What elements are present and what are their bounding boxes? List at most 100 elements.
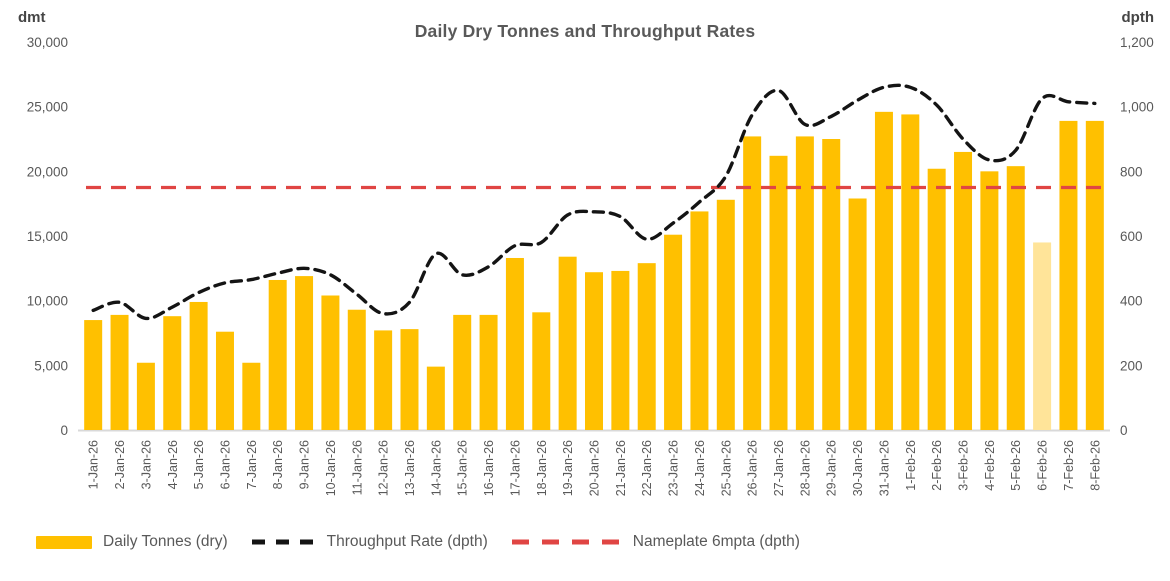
right-axis-tick: 400	[1120, 294, 1143, 309]
right-axis-unit-label: dpth	[1121, 9, 1154, 26]
chart-canvas: 0 5,000 10,000 15,000 20,000 25,000 30,000 0 200…	[27, 35, 1154, 496]
daily-tonnes-bar	[505, 257, 524, 430]
x-axis-label: 16-Jan-26	[482, 440, 496, 496]
daily-tonnes-bar	[532, 312, 551, 430]
x-axis-label: 13-Jan-26	[403, 440, 417, 496]
daily-tonnes-bar	[110, 314, 129, 430]
daily-tonnes-bar	[426, 366, 445, 430]
x-axis-label: 18-Jan-26	[535, 440, 549, 496]
daily-tonnes-bar	[795, 136, 814, 430]
x-axis-label: 30-Jan-26	[851, 440, 865, 496]
x-axis-label: 22-Jan-26	[640, 440, 654, 496]
daily-tonnes-bar	[874, 111, 893, 430]
daily-tonnes-bar	[664, 234, 683, 430]
x-axis-label: 24-Jan-26	[693, 440, 707, 496]
daily-tonnes-bar	[954, 151, 973, 430]
daily-tonnes-bar	[242, 362, 261, 430]
daily-tonnes-bar	[1085, 120, 1104, 430]
x-axis-label: 1-Feb-26	[904, 440, 918, 491]
daily-tonnes-bar	[268, 279, 287, 430]
daily-tonnes-bar	[374, 330, 393, 430]
daily-tonnes-bar	[1033, 242, 1052, 430]
right-axis-tick: 1,200	[1120, 35, 1154, 50]
daily-tonnes-bar	[163, 316, 182, 430]
x-axis-label: 2-Jan-26	[113, 440, 127, 489]
left-axis-tick: 20,000	[27, 164, 68, 179]
x-axis-label: 27-Jan-26	[772, 440, 786, 496]
left-axis-tick: 5,000	[34, 358, 68, 373]
x-axis-label: 15-Jan-26	[456, 440, 470, 496]
left-axis-tick: 15,000	[27, 229, 68, 244]
dashed-line-swatch-icon	[251, 539, 314, 545]
x-axis-label: 11-Jan-26	[350, 440, 364, 495]
right-axis-tick: 0	[1120, 423, 1128, 438]
daily-tonnes-bar	[479, 314, 498, 430]
x-axis-label: 6-Jan-26	[218, 440, 232, 489]
x-axis-label: 14-Jan-26	[429, 440, 443, 496]
legend-item-daily-tonnes: Daily Tonnes (dry)	[36, 533, 228, 551]
x-axis-label: 23-Jan-26	[667, 440, 681, 496]
red-dashed-line-swatch-icon	[511, 539, 620, 545]
daily-tonnes-bar	[558, 256, 577, 430]
daily-tonnes-bar	[611, 270, 630, 430]
chart-title: Daily Dry Tonnes and Throughput Rates	[414, 21, 756, 41]
bar-swatch-icon	[36, 535, 92, 549]
throughput-rate-line	[91, 83, 1097, 321]
right-axis-tick: 200	[1120, 358, 1143, 373]
daily-tonnes-bar	[716, 199, 735, 430]
daily-tonnes-bar	[295, 276, 314, 430]
x-axis-label: 26-Jan-26	[746, 440, 760, 496]
x-axis-label: 4-Jan-26	[166, 440, 180, 489]
daily-tonnes-bar	[1006, 166, 1025, 430]
right-axis-tick: 1,000	[1120, 100, 1154, 115]
left-axis-tick: 10,000	[27, 294, 68, 309]
x-axis-label: 8-Jan-26	[271, 440, 285, 489]
daily-tonnes-bar	[980, 171, 999, 431]
left-axis-tick: 30,000	[27, 35, 68, 50]
legend-item-nameplate: Nameplate 6mpta (dpth)	[510, 533, 800, 551]
daily-tonnes-bar	[743, 136, 762, 430]
daily-tonnes-bar	[136, 362, 155, 430]
x-axis-label: 5-Jan-26	[192, 440, 206, 489]
daily-tonnes-bar	[637, 263, 656, 430]
daily-tonnes-bar	[347, 309, 366, 430]
x-axis-label: 1-Jan-26	[87, 440, 101, 489]
x-axis-label: 20-Jan-26	[588, 440, 602, 496]
x-axis-label: 28-Jan-26	[798, 440, 812, 496]
legend-label-nameplate: Nameplate 6mpta (dpth)	[632, 533, 800, 550]
right-axis-tick: 800	[1120, 164, 1143, 179]
x-axis-label: 3-Feb-26	[957, 440, 971, 491]
left-axis-tick: 0	[60, 423, 68, 438]
x-axis-label: 25-Jan-26	[719, 440, 733, 496]
daily-tonnes-bar	[400, 329, 419, 430]
x-axis-label: 31-Jan-26	[877, 440, 891, 496]
daily-tonnes-bar	[84, 320, 103, 430]
daily-tonnes-bar	[453, 314, 472, 430]
daily-tonnes-bar	[927, 168, 946, 430]
x-axis-label: 17-Jan-26	[508, 440, 522, 496]
daily-tonnes-bar	[822, 139, 841, 430]
daily-tonnes-bar	[1059, 120, 1078, 430]
daily-tonnes-bar	[901, 114, 920, 430]
legend-label-daily-tonnes: Daily Tonnes (dry)	[103, 533, 228, 550]
legend-label-throughput-rate: Throughput Rate (dpth)	[326, 533, 488, 550]
x-axis-label: 9-Jan-26	[298, 440, 312, 489]
daily-tonnes-bar	[585, 272, 603, 430]
x-axis-label: 19-Jan-26	[561, 440, 575, 496]
x-axis-label: 7-Jan-26	[245, 440, 259, 489]
x-axis-label: 2-Feb-26	[930, 440, 944, 491]
daily-tonnes-bar	[690, 211, 709, 430]
x-axis-label: 21-Jan-26	[614, 440, 628, 496]
chart-legend: Daily Tonnes (dry) Throughput Rate (dpth…	[36, 533, 800, 551]
x-axis-label: 3-Jan-26	[139, 440, 153, 489]
daily-tonnes-bar	[215, 331, 234, 430]
x-axis-label: 4-Feb-26	[983, 440, 997, 491]
daily-tonnes-bar	[321, 295, 340, 430]
x-axis-label: 29-Jan-26	[825, 440, 839, 496]
legend-item-throughput-rate: Throughput Rate (dpth)	[250, 533, 488, 551]
x-axis-label: 12-Jan-26	[377, 440, 391, 496]
daily-tonnes-bar	[769, 155, 788, 430]
left-axis-unit-label: dmt	[18, 9, 46, 26]
x-axis-label: 5-Feb-26	[1009, 440, 1023, 491]
